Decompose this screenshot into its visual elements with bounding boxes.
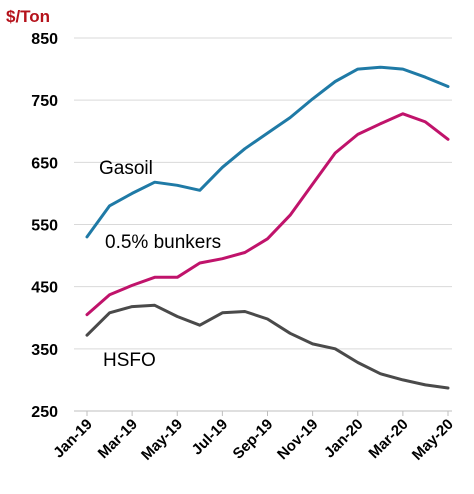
series-line-gasoil bbox=[85, 65, 450, 239]
x-tick-label: Nov-19 bbox=[274, 416, 321, 463]
y-tick-label: 650 bbox=[31, 155, 58, 172]
x-tick-label: Jan-20 bbox=[321, 416, 367, 462]
y-tick-label: 450 bbox=[31, 280, 58, 297]
x-tick-label: Jan-19 bbox=[50, 416, 96, 462]
series-lines bbox=[85, 65, 450, 390]
x-tick-label: Mar-19 bbox=[95, 416, 141, 462]
gridlines bbox=[74, 37, 452, 412]
series-labels: Gasoil 0.5% bunkers HSFO bbox=[99, 158, 221, 371]
y-tick-label: 850 bbox=[31, 31, 58, 48]
y-axis-unit-label: $/Ton bbox=[6, 7, 50, 26]
series-line-hsfo bbox=[85, 303, 450, 390]
series-line-0-5-bunkers bbox=[85, 112, 450, 317]
y-tick-label: 750 bbox=[31, 93, 58, 110]
series-label-gasoil: Gasoil bbox=[99, 158, 153, 179]
x-tick-label: Jul-19 bbox=[189, 416, 232, 459]
x-tick-label: Mar-20 bbox=[365, 416, 411, 462]
y-tick-label: 250 bbox=[31, 404, 58, 421]
x-tick-label: May-20 bbox=[409, 416, 457, 464]
x-tick-label: Sep-19 bbox=[230, 416, 277, 463]
x-tick-label: May-19 bbox=[138, 416, 186, 464]
series-label-0-5-bunkers: 0.5% bunkers bbox=[105, 232, 221, 253]
y-tick-label: 350 bbox=[31, 342, 58, 359]
y-tick-label: 550 bbox=[31, 218, 58, 235]
series-label-hsfo: HSFO bbox=[103, 350, 156, 371]
y-axis-ticks: 250 350 450 550 650 750 850 bbox=[31, 31, 58, 421]
